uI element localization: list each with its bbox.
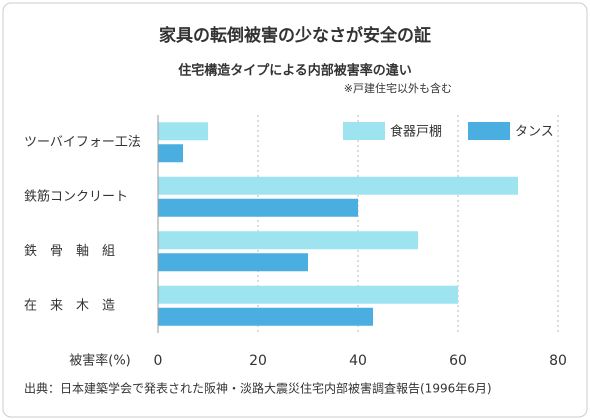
legend-label: タンス: [515, 125, 554, 140]
chart-note: ※戸建住宅以外も含む: [344, 81, 452, 95]
source: 出典：日本建築学会で発表された阪神・淡路大震災住宅内部被害調査報告(1996年6…: [24, 381, 492, 396]
x-tick-label: 60: [449, 353, 467, 369]
chart-title: 家具の転倒被害の少なさが安全の証: [159, 25, 431, 46]
y-tick-label: 鉄 骨 軸 組: [24, 244, 115, 259]
bar: [158, 285, 458, 304]
bar: [158, 122, 208, 141]
x-tick-label: 0: [154, 353, 163, 369]
bar: [158, 198, 358, 217]
bar: [158, 307, 373, 326]
x-tick-label: 80: [549, 353, 567, 369]
legend-label: 食器戸棚: [390, 124, 442, 140]
bar: [158, 231, 418, 250]
bar: [158, 253, 308, 272]
bar: [158, 144, 183, 163]
x-tick-label: 20: [249, 353, 267, 369]
x-axis-label: 被害率(%): [69, 353, 131, 369]
y-tick-label: 在 来 木 造: [24, 298, 115, 313]
y-tick-label: ツーバイフォー工法: [24, 135, 141, 150]
legend-swatch: [343, 122, 385, 140]
chart-subtitle: 住宅構造タイプによる内部被害率の違い: [178, 63, 412, 79]
legend-swatch: [468, 122, 510, 140]
x-tick-label: 40: [349, 353, 367, 369]
bar: [158, 176, 518, 195]
y-tick-label: 鉄筋コンクリート: [24, 188, 128, 204]
